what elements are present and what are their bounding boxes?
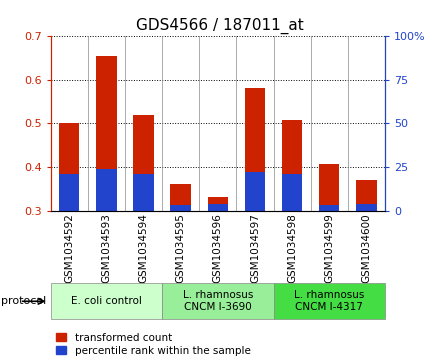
Bar bbox=[162, 283, 274, 319]
Text: GDS4566 / 187011_at: GDS4566 / 187011_at bbox=[136, 18, 304, 34]
Bar bbox=[96, 169, 117, 211]
Bar bbox=[319, 164, 340, 211]
Bar bbox=[274, 283, 385, 319]
Bar bbox=[133, 115, 154, 211]
Bar bbox=[59, 123, 79, 211]
Bar bbox=[96, 56, 117, 211]
Text: protocol: protocol bbox=[1, 296, 46, 306]
Bar bbox=[319, 205, 340, 211]
Bar bbox=[208, 204, 228, 211]
Bar bbox=[356, 204, 377, 211]
Bar bbox=[51, 283, 162, 319]
Bar bbox=[245, 172, 265, 211]
Bar bbox=[59, 174, 79, 211]
Bar bbox=[282, 121, 302, 211]
Text: L. rhamnosus
CNCM I-3690: L. rhamnosus CNCM I-3690 bbox=[183, 290, 253, 312]
Legend: transformed count, percentile rank within the sample: transformed count, percentile rank withi… bbox=[56, 333, 250, 356]
Text: E. coli control: E. coli control bbox=[71, 296, 142, 306]
Bar bbox=[170, 184, 191, 211]
Text: L. rhamnosus
CNCM I-4317: L. rhamnosus CNCM I-4317 bbox=[294, 290, 364, 312]
Bar bbox=[356, 180, 377, 211]
Bar bbox=[245, 88, 265, 211]
Bar bbox=[208, 197, 228, 211]
Bar bbox=[282, 174, 302, 211]
Bar bbox=[170, 205, 191, 211]
Bar bbox=[133, 174, 154, 211]
